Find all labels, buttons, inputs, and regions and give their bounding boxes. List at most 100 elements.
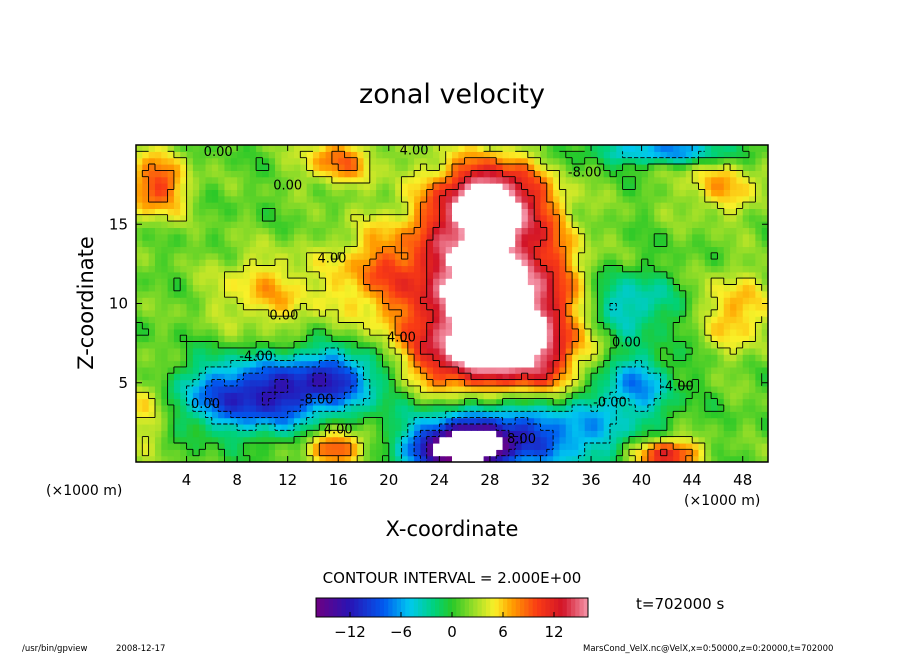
heatmap-cell [591, 145, 598, 152]
heatmap-cell [546, 208, 554, 216]
heatmap-cell [483, 176, 491, 184]
heatmap-cell [186, 233, 194, 241]
heatmap-cell [186, 195, 194, 203]
heatmap-cell [660, 278, 668, 286]
heatmap-cell [173, 347, 181, 355]
heatmap-cell [161, 354, 169, 362]
heatmap-cell [489, 176, 497, 184]
heatmap-cell [136, 322, 143, 330]
heatmap-cell [237, 373, 245, 381]
heatmap-cell [142, 373, 150, 381]
heatmap-cell [262, 214, 270, 222]
heatmap-cell [496, 417, 504, 425]
heatmap-cell [414, 404, 421, 412]
heatmap-cell [363, 423, 371, 431]
heatmap-cell [414, 303, 421, 311]
heatmap-cell [654, 341, 662, 349]
heatmap-cell [515, 183, 523, 190]
heatmap-cell [647, 347, 655, 355]
heatmap-cell [281, 398, 289, 406]
heatmap-cell [281, 347, 289, 355]
heatmap-cell [445, 449, 453, 457]
heatmap-cell [420, 373, 428, 381]
heatmap-cell [761, 398, 768, 406]
heatmap-cell [249, 411, 257, 419]
heatmap-cell [363, 290, 371, 298]
heatmap-cell [414, 259, 421, 267]
heatmap-cell [136, 341, 143, 349]
heatmap-cell [161, 227, 169, 235]
heatmap-cell [698, 271, 706, 279]
heatmap-cell [489, 246, 497, 254]
heatmap-cell [666, 442, 674, 450]
heatmap-cell [527, 189, 535, 197]
heatmap-cell [578, 214, 586, 222]
heatmap-cell [452, 442, 459, 450]
heatmap-cell [312, 240, 320, 248]
heatmap-cell [546, 290, 554, 298]
heatmap-cell [414, 366, 421, 374]
heatmap-cell [338, 297, 346, 305]
heatmap-cell [755, 303, 763, 311]
heatmap-cell [502, 145, 510, 152]
heatmap-cell [287, 202, 295, 209]
heatmap-cell [736, 151, 744, 159]
heatmap-cell [527, 265, 535, 273]
heatmap-cell [294, 316, 301, 324]
heatmap-cell [350, 335, 358, 343]
heatmap-cell [211, 183, 219, 190]
heatmap-cell [685, 360, 693, 368]
heatmap-cell [363, 265, 371, 273]
heatmap-cell [496, 189, 504, 197]
heatmap-cell [464, 398, 472, 406]
heatmap-cell [749, 335, 756, 343]
heatmap-cell [407, 183, 415, 190]
heatmap-cell [306, 183, 314, 190]
heatmap-cell [287, 157, 295, 165]
heatmap-cell [388, 385, 396, 393]
heatmap-cell [761, 436, 768, 444]
heatmap-cell [256, 278, 263, 286]
heatmap-cell [426, 208, 434, 216]
heatmap-cell [502, 379, 510, 387]
heatmap-cell [489, 252, 497, 260]
heatmap-cell [275, 303, 282, 311]
heatmap-cell [679, 183, 687, 190]
heatmap-cell [553, 202, 561, 209]
heatmap-cell [515, 335, 523, 343]
heatmap-cell [711, 392, 719, 400]
heatmap-cell [350, 430, 358, 438]
heatmap-cell [173, 366, 181, 374]
heatmap-cell [256, 189, 263, 197]
heatmap-cell [325, 297, 333, 305]
heatmap-cell [666, 227, 674, 235]
heatmap-cell [199, 214, 207, 222]
heatmap-cell [622, 214, 630, 222]
heatmap-cell [205, 183, 213, 190]
heatmap-cell [224, 290, 232, 298]
heatmap-cell [521, 423, 529, 431]
heatmap-cell [331, 227, 339, 235]
heatmap-cell [395, 183, 403, 190]
heatmap-cell [591, 360, 598, 368]
heatmap-cell [243, 151, 251, 159]
heatmap-cell [477, 455, 485, 462]
heatmap-cell [452, 411, 459, 419]
heatmap-cell [553, 284, 561, 292]
heatmap-cell [237, 227, 245, 235]
heatmap-cell [584, 366, 592, 374]
heatmap-cell [142, 354, 150, 362]
heatmap-cell [666, 151, 674, 159]
heatmap-cell [211, 322, 219, 330]
heatmap-cell [477, 398, 485, 406]
heatmap-cell [325, 164, 333, 171]
heatmap-cell [730, 316, 737, 324]
heatmap-cell [477, 392, 485, 400]
heatmap-cell [502, 221, 510, 229]
heatmap-cell [660, 284, 668, 292]
heatmap-cell [338, 335, 346, 343]
heatmap-cell [553, 411, 561, 419]
heatmap-cell [458, 442, 466, 450]
heatmap-cell [186, 436, 194, 444]
heatmap-cell [357, 164, 365, 171]
